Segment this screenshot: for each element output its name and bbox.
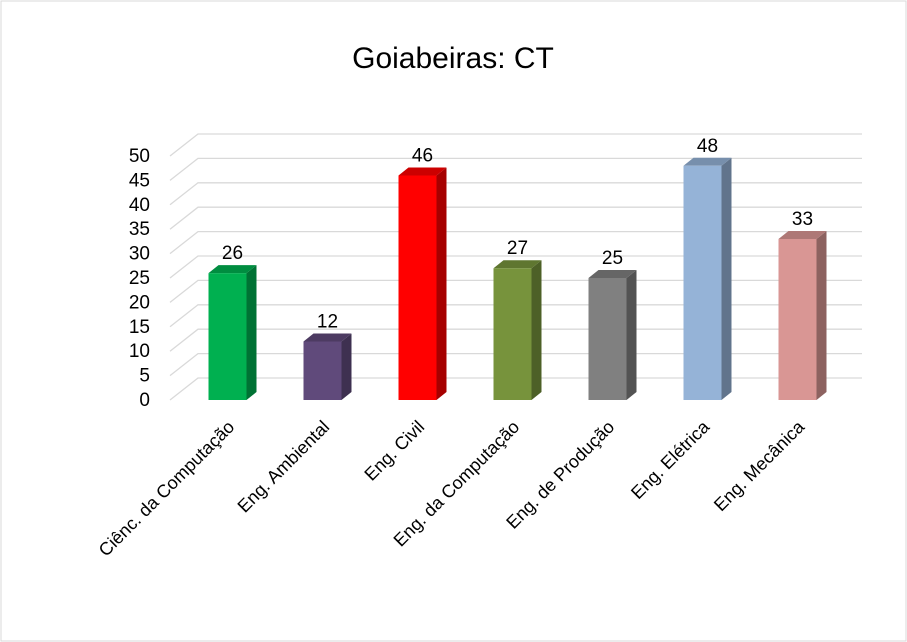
bar-face [208,273,247,400]
value-label: 48 [697,136,718,157]
grid-line [169,377,862,401]
chart-title: Goiabeiras: CT [352,42,554,75]
y-tick-label: 25 [129,268,150,289]
y-tick-label: 5 [139,366,150,387]
grid-line [169,157,862,181]
y-tick-label: 15 [129,317,150,338]
bar-face [531,260,542,400]
bar-face [303,341,342,400]
bar-face [493,260,542,269]
y-tick-label: 10 [129,341,150,362]
value-label: 12 [317,311,338,332]
bar [208,265,257,400]
bar-face [778,230,827,239]
grid-line [169,328,862,352]
bar-face [588,278,627,400]
grid-line [169,230,862,255]
grid-line [169,279,862,303]
bar-face [246,265,257,400]
value-label: 25 [602,248,623,269]
y-tick-label: 0 [139,390,150,411]
y-tick-label: 20 [129,292,150,313]
y-tick-label: 30 [129,244,150,265]
bar-face [493,268,532,400]
bar [683,157,732,400]
bar-face [303,333,352,342]
y-tick-label: 35 [129,219,150,240]
value-label: 46 [412,146,433,167]
bar [303,333,352,400]
grid-line [169,133,862,157]
bar-face [683,165,722,400]
bar-face [398,175,437,400]
grid-line [169,182,862,206]
bar-face [208,265,257,274]
bar-face [436,167,447,400]
bar-face [683,157,732,166]
y-tick-label: 40 [129,195,150,216]
value-label: 26 [222,243,243,264]
bar [778,230,827,400]
bar-face [778,238,817,400]
bar [588,270,637,400]
y-tick-label: 50 [129,146,150,167]
bar [398,167,447,400]
bar-face [398,167,447,176]
value-label: 27 [507,238,528,259]
bar-face [588,270,637,278]
y-tick-label: 45 [129,170,150,191]
bar-face [341,333,352,400]
bar-face [626,270,637,400]
grid-line [169,352,862,377]
bar [493,260,542,400]
grid-line [169,206,862,230]
grid-line [169,255,862,279]
bar-face [816,230,827,400]
grid-line [169,304,862,328]
bar-face [721,157,732,400]
value-label: 33 [792,209,813,230]
